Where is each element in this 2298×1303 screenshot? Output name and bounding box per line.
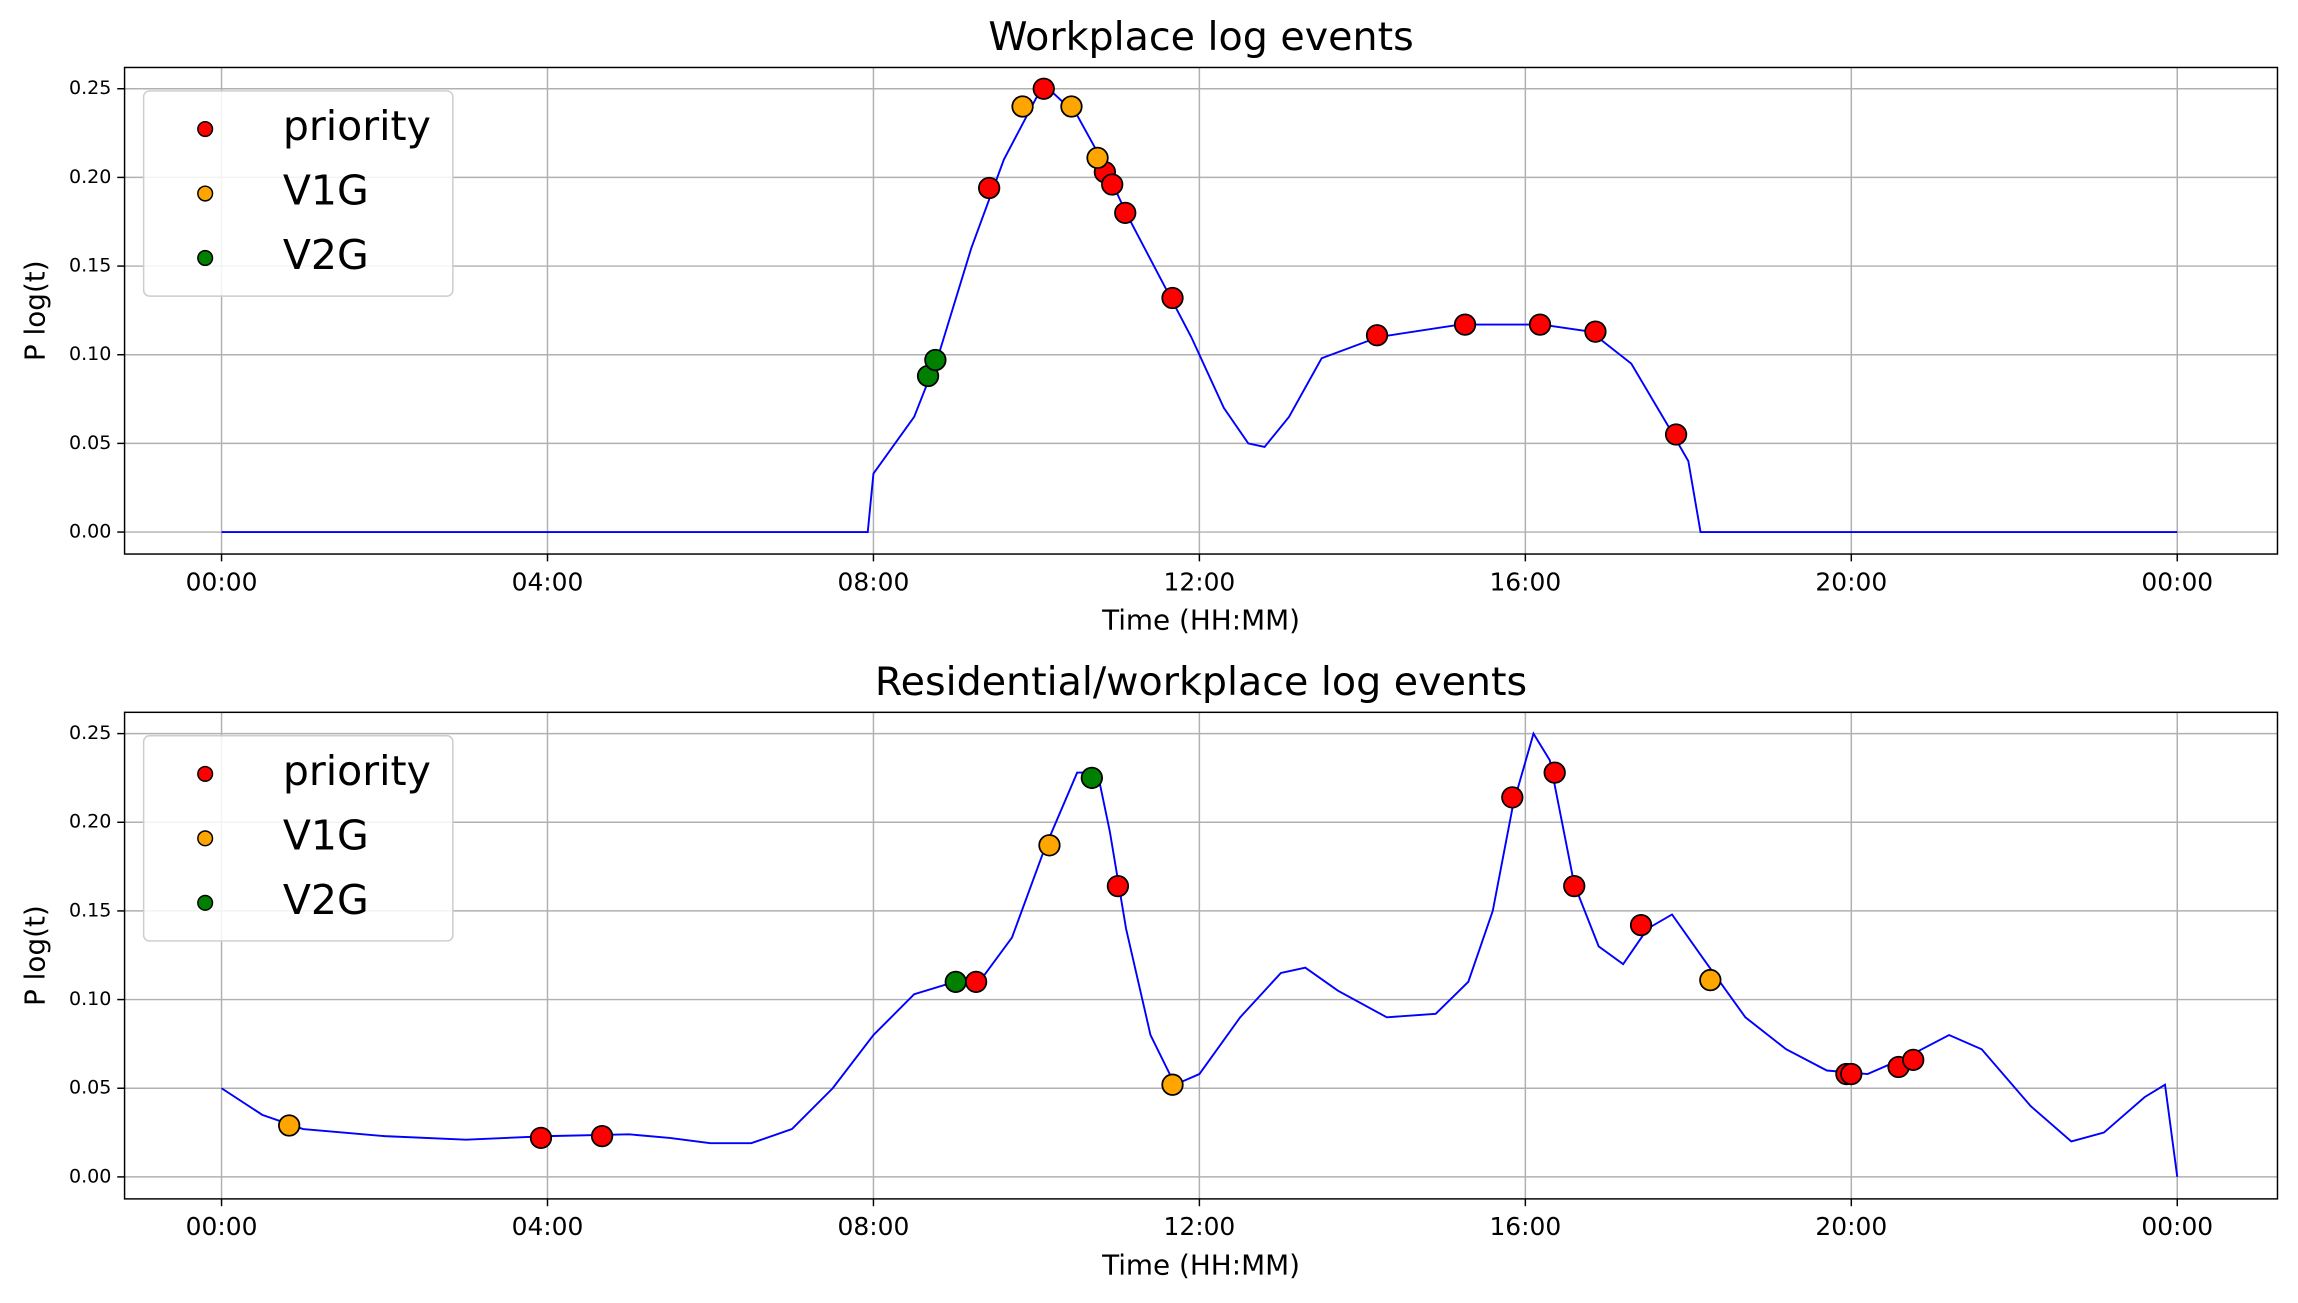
event-point	[1902, 1048, 1925, 1072]
event-point	[1161, 1073, 1184, 1096]
y-tick-label: 0.25	[69, 722, 111, 744]
y-tick-label: 0.05	[69, 1077, 111, 1099]
y-axis-label: P log(t)	[19, 260, 52, 361]
x-axis-label: Time (HH:MM)	[1101, 1248, 1300, 1281]
x-tick-label: 12:00	[1164, 567, 1236, 596]
x-tick-label: 00:00	[2141, 567, 2213, 596]
event-point	[1011, 95, 1034, 118]
event-point	[924, 348, 947, 372]
x-tick-label: 08:00	[838, 567, 910, 596]
event-point	[1032, 77, 1055, 100]
x-tick-label: 04:00	[512, 1212, 584, 1241]
y-tick-label: 0.10	[69, 988, 111, 1010]
x-tick-label: 00:00	[186, 1212, 258, 1241]
chart: Residential/workplace log events Time (HH…	[19, 659, 2279, 1281]
y-tick-label: 0.00	[69, 1165, 111, 1187]
y-tick-label: 0.00	[69, 521, 111, 543]
x-tick-label: 04:00	[512, 567, 584, 596]
legend-marker	[197, 249, 214, 267]
legend-label: priority	[283, 102, 431, 150]
event-point	[1664, 423, 1688, 446]
legend-marker	[197, 185, 214, 202]
curve	[221, 731, 2179, 1178]
legend-label: V1G	[283, 167, 369, 215]
chart-title: Residential/workplace log events	[875, 659, 1527, 705]
y-tick-label: 0.20	[69, 811, 111, 833]
plot-frame	[123, 711, 2279, 1200]
legend-label: V2G	[283, 231, 369, 279]
legend-marker	[197, 894, 214, 911]
event-point	[978, 176, 1001, 200]
event-point	[1060, 95, 1083, 118]
event-point	[1629, 913, 1653, 937]
x-tick-label: 16:00	[1489, 1212, 1561, 1241]
event-point	[590, 1124, 614, 1148]
y-tick-label: 0.15	[69, 255, 111, 277]
legend-label: priority	[283, 747, 431, 795]
legend-box	[142, 90, 454, 297]
legend-label: V2G	[283, 876, 369, 924]
x-tick-label: 20:00	[1815, 567, 1887, 596]
event-point	[1080, 766, 1103, 790]
x-tick-label: 12:00	[1164, 1212, 1236, 1241]
curve	[221, 87, 2178, 534]
event-point	[1543, 761, 1566, 784]
y-tick-label: 0.25	[69, 77, 111, 99]
legend-marker	[197, 120, 214, 138]
event-point	[1106, 874, 1130, 898]
event-point	[529, 1126, 553, 1150]
event-point	[1563, 874, 1586, 898]
x-tick-label: 20:00	[1815, 1212, 1887, 1241]
legend-marker	[197, 765, 214, 782]
event-point	[1501, 786, 1524, 809]
plot-frame	[123, 66, 2279, 555]
event-point	[1038, 834, 1061, 857]
chart: Workplace log events Time (HH:MM) P log(t)…	[19, 14, 2279, 636]
x-tick-label: 08:00	[838, 1212, 910, 1241]
event-point	[964, 970, 988, 993]
event-point	[1840, 1062, 1863, 1086]
x-tick-label: 00:00	[186, 567, 258, 596]
legend-box	[142, 735, 454, 942]
y-tick-label: 0.05	[69, 432, 111, 454]
event-point	[1453, 313, 1477, 336]
x-axis-label: Time (HH:MM)	[1101, 603, 1300, 636]
x-tick-label: 00:00	[2141, 1212, 2213, 1241]
y-tick-label: 0.10	[69, 343, 111, 365]
event-point	[1365, 324, 1389, 347]
event-point	[278, 1114, 301, 1137]
y-tick-label: 0.15	[69, 899, 111, 921]
x-tick-label: 16:00	[1489, 567, 1561, 596]
event-point	[1161, 286, 1184, 310]
event-point	[1584, 320, 1607, 343]
event-point	[1114, 201, 1137, 225]
legend-label: V1G	[283, 811, 369, 859]
y-tick-label: 0.20	[69, 166, 111, 188]
event-point	[1528, 313, 1552, 336]
y-axis-label: P log(t)	[19, 905, 52, 1006]
event-point	[944, 970, 967, 993]
chart-title: Workplace log events	[988, 14, 1413, 60]
event-point	[1086, 146, 1109, 170]
event-point	[1699, 968, 1722, 992]
event-point	[1101, 173, 1124, 196]
legend-marker	[197, 830, 214, 847]
